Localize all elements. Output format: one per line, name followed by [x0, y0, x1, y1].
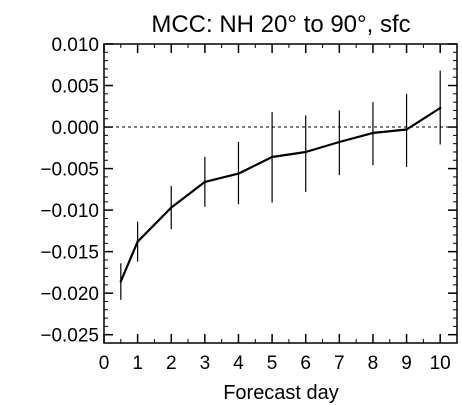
- y-tick-label: 0.000: [51, 118, 99, 139]
- series-line: [119, 107, 441, 282]
- chart-title: MCC: NH 20° to 90°, sfc: [151, 11, 410, 38]
- x-tick-label: 10: [430, 353, 451, 374]
- y-tick-label: −0.005: [40, 160, 99, 181]
- x-tick-label: 6: [300, 353, 311, 374]
- y-tick-label: −0.010: [40, 201, 99, 222]
- data-point: [338, 140, 341, 144]
- x-tick-label: 8: [368, 353, 379, 374]
- y-tick-label: 0.010: [51, 35, 99, 56]
- x-tick-label: 3: [200, 353, 211, 374]
- data-point: [438, 106, 442, 110]
- data-point: [304, 150, 307, 154]
- y-tick-label: −0.015: [40, 243, 99, 264]
- y-tick-label: 0.005: [51, 77, 99, 98]
- x-tick-label: 5: [267, 353, 278, 374]
- plot-frame: [103, 43, 458, 344]
- plot-area: 0.010 0.005 0.000 −0.005 −0.010 −0.015 −0.020 −…: [40, 35, 458, 374]
- data-point: [119, 280, 123, 283]
- data-point: [270, 155, 274, 159]
- data-point: [371, 131, 375, 135]
- y-tick-label: −0.025: [40, 326, 99, 347]
- data-point: [136, 240, 139, 243]
- y-tick-label: −0.020: [40, 284, 99, 305]
- x-tick-label: 0: [99, 353, 110, 374]
- x-tick-label: 2: [166, 353, 177, 374]
- data-point: [237, 172, 240, 175]
- x-tick-label: 4: [233, 353, 244, 374]
- x-tick-label: 7: [334, 353, 345, 374]
- x-tick-label: 9: [401, 353, 412, 374]
- x-tick-label: 1: [132, 353, 143, 374]
- data-point: [405, 128, 408, 131]
- data-point: [203, 180, 207, 184]
- x-axis-label: Forecast day: [223, 382, 339, 404]
- data-point: [170, 206, 173, 209]
